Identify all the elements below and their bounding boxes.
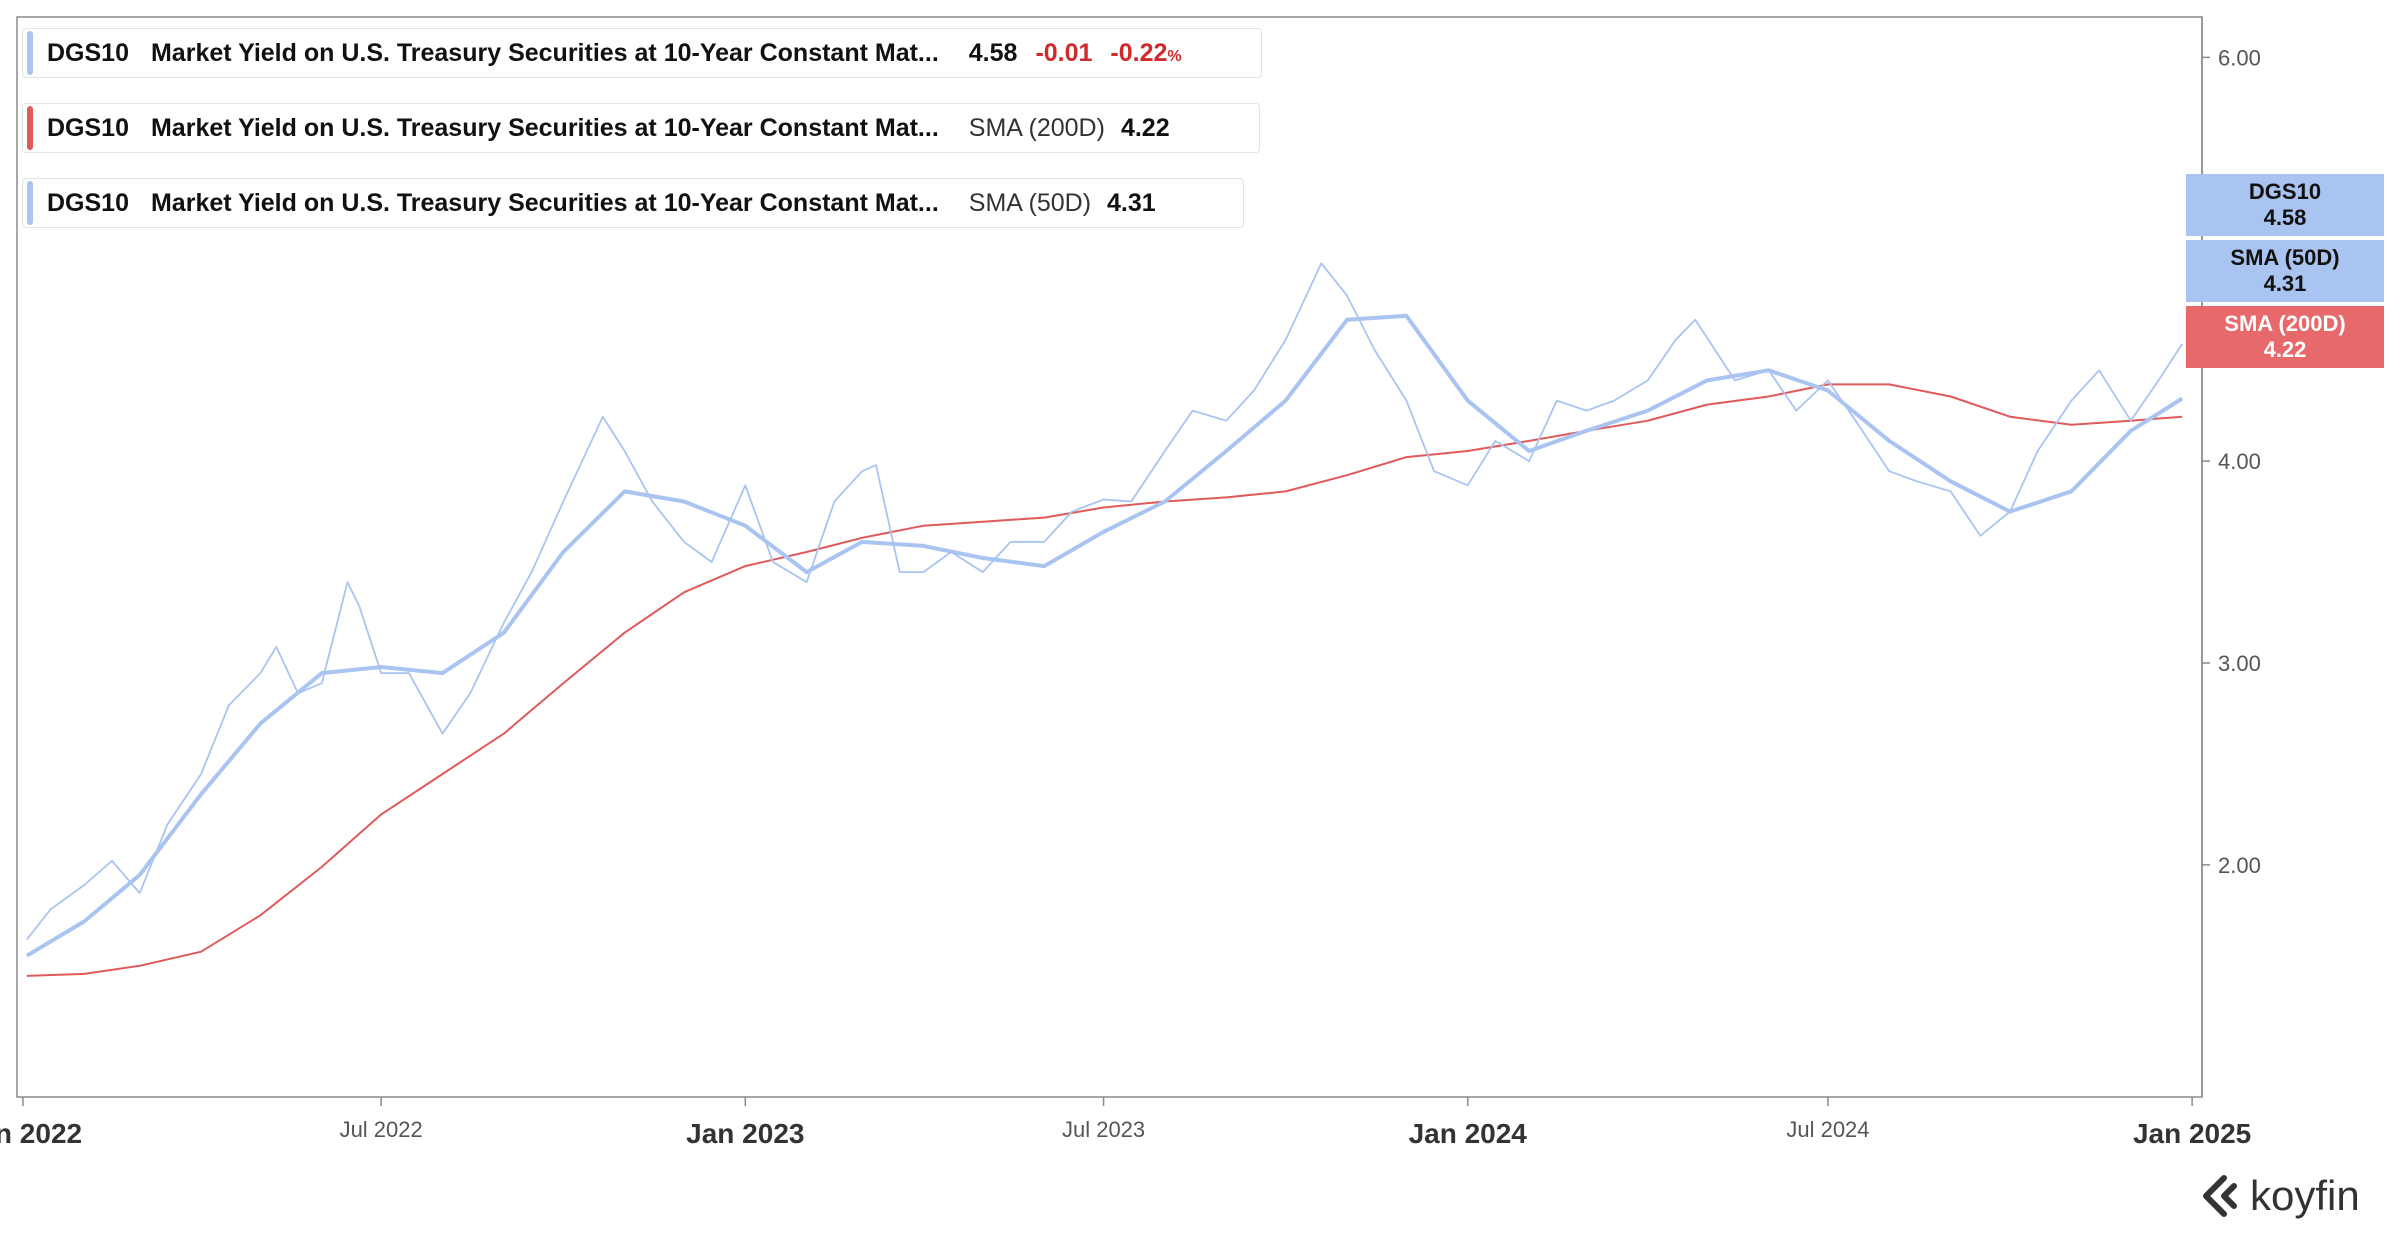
legend-series-name: Market Yield on U.S. Treasury Securities… [150, 188, 939, 217]
koyfin-logo: koyfin [2200, 1172, 2360, 1220]
price-tag-label: DGS10 [2248, 179, 2322, 204]
legend-sma-200[interactable]: DGS10 Market Yield on U.S. Treasury Secu… [22, 103, 1260, 153]
legend-change-pct: -0.22% [1110, 39, 1181, 68]
price-tag-label: SMA (50D) [2230, 245, 2340, 270]
x-tick-label: Jul 2024 [1786, 1117, 1869, 1142]
price-tag-sma-50: SMA (50D) 4.31 [2186, 240, 2384, 302]
x-axis-ticks: Jan 2022 Jul 2022 Jan 2023 Jul 2023 Jan 2024… [0, 1097, 2251, 1149]
price-tag-dgs10: DGS10 4.58 [2186, 174, 2384, 236]
x-tick-label: Jan 2023 [686, 1118, 804, 1149]
legend-series-name: Market Yield on U.S. Treasury Securities… [150, 38, 939, 67]
price-tag-value: 4.58 [2263, 205, 2307, 230]
price-tag-sma-200: SMA (200D) 4.22 [2186, 306, 2384, 368]
legend-ticker: DGS10 [47, 38, 129, 67]
x-tick-label: Jul 2023 [1062, 1117, 1145, 1142]
series-line-sma-200 [26, 383, 2183, 977]
legend-ticker: DGS10 [47, 188, 129, 217]
koyfin-logo-text: koyfin [2250, 1172, 2360, 1219]
y-axis-ticks: 2.003.004.005.006.00 [2202, 45, 2261, 878]
series-line-dgs10 [26, 262, 2183, 941]
legend-sma-50[interactable]: DGS10 Market Yield on U.S. Treasury Secu… [22, 178, 1244, 228]
legend-color-bar [27, 106, 33, 150]
y-tick-label: 2.00 [2218, 853, 2261, 878]
legend-change: -0.01 [1035, 38, 1093, 67]
price-tag-value: 4.22 [2263, 337, 2307, 362]
legend-change-pct-value: -0.22 [1110, 38, 1168, 67]
legend-color-bar [27, 31, 33, 75]
x-tick-label: Jan 2024 [1409, 1118, 1528, 1149]
x-tick-label: Jul 2022 [340, 1117, 423, 1142]
y-tick-label: 3.00 [2218, 651, 2261, 676]
legend-series-name: Market Yield on U.S. Treasury Securities… [150, 113, 939, 142]
legend-value: 4.22 [1120, 113, 1170, 142]
legend-indicator-label: SMA (50D) [968, 188, 1092, 217]
legend-ticker: DGS10 [47, 113, 129, 142]
y-tick-label: 6.00 [2218, 45, 2261, 70]
legend-color-bar [27, 181, 33, 225]
price-tag-value: 4.31 [2263, 271, 2307, 296]
price-tag-label: SMA (200D) [2224, 311, 2346, 336]
y-tick-label: 4.00 [2218, 449, 2261, 474]
x-tick-label: Jan 2025 [2133, 1118, 2251, 1149]
legend-dgs10[interactable]: DGS10 Market Yield on U.S. Treasury Secu… [22, 28, 1262, 78]
legend-indicator-label: SMA (200D) [968, 113, 1105, 142]
x-tick-label: Jan 2022 [0, 1118, 82, 1149]
series-line-sma-50 [25, 313, 2184, 958]
legend-value: 4.31 [1107, 188, 1156, 217]
koyfin-logo-icon [2203, 1175, 2237, 1217]
legend-pct-sign: % [1167, 47, 1182, 65]
legend-value: 4.58 [968, 38, 1018, 67]
series-layer [25, 262, 2184, 977]
